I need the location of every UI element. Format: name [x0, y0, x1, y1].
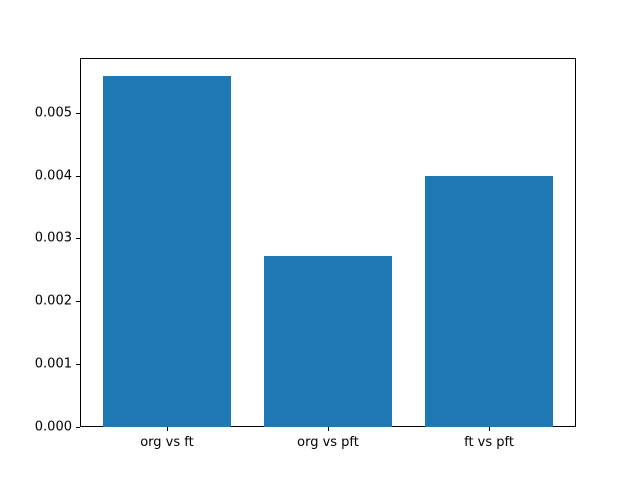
- x-tick-label: ft vs pft: [464, 435, 514, 450]
- y-tick-label: 0.002: [34, 293, 72, 309]
- y-tick-mark: [76, 364, 80, 366]
- y-tick-label: 0.003: [34, 230, 72, 246]
- y-tick-label: 0.004: [34, 168, 72, 184]
- y-tick-mark: [76, 112, 80, 114]
- x-tick-mark: [489, 427, 491, 431]
- x-tick-label: org vs ft: [140, 435, 194, 450]
- y-tick-label: 0.001: [34, 356, 72, 372]
- y-tick-label: 0.005: [34, 105, 72, 121]
- y-tick-mark: [76, 175, 80, 177]
- bar-org-vs-ft: [102, 75, 232, 427]
- bar-org-vs-pft: [263, 256, 393, 427]
- y-tick-mark: [76, 301, 80, 303]
- y-tick-mark: [76, 427, 80, 428]
- x-tick-mark: [328, 427, 329, 431]
- x-tick-label: org vs pft: [297, 435, 359, 450]
- bar-ft-vs-pft: [424, 176, 554, 427]
- y-tick-mark: [76, 238, 80, 240]
- y-tick-label: 0.000: [34, 419, 72, 435]
- x-tick-mark: [166, 427, 168, 431]
